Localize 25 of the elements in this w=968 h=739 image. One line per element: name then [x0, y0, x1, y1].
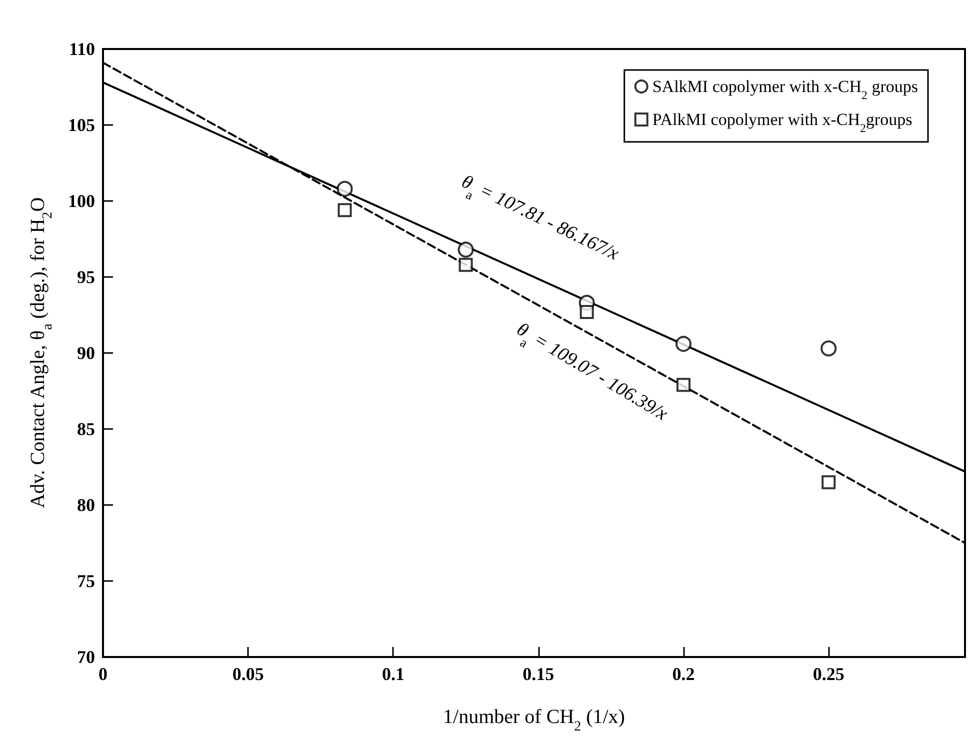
- point: [338, 203, 352, 218]
- y-axis-title: Adv. Contact Angle, θa (deg.), for H2O: [27, 197, 56, 508]
- point: [336, 180, 353, 197]
- y-tick-label: 80: [77, 495, 95, 515]
- y-tick-label: 75: [77, 571, 95, 591]
- point: [820, 340, 837, 356]
- point: [458, 242, 474, 258]
- point: [675, 336, 692, 352]
- y-tick-label: 90: [77, 343, 95, 363]
- point: [580, 304, 594, 319]
- y-tick-label: 110: [68, 39, 95, 59]
- x-tick-label: 0: [98, 664, 108, 684]
- x-tick-label: 0.05: [232, 664, 264, 684]
- x-tick-label: 0.1: [382, 664, 404, 684]
- x-tick-label: 0.25: [812, 664, 844, 684]
- y-tick-label: 85: [77, 419, 95, 439]
- y-tick-label: 105: [68, 115, 95, 135]
- y-tick-label: 100: [68, 191, 95, 211]
- point: [822, 475, 836, 490]
- x-tick-label: 0.15: [522, 664, 554, 684]
- point: [676, 378, 690, 392]
- point: [458, 258, 473, 272]
- y-tick-label: 70: [77, 647, 95, 667]
- y-tick-label: 95: [77, 267, 95, 287]
- x-tick-label: 0.2: [672, 664, 695, 684]
